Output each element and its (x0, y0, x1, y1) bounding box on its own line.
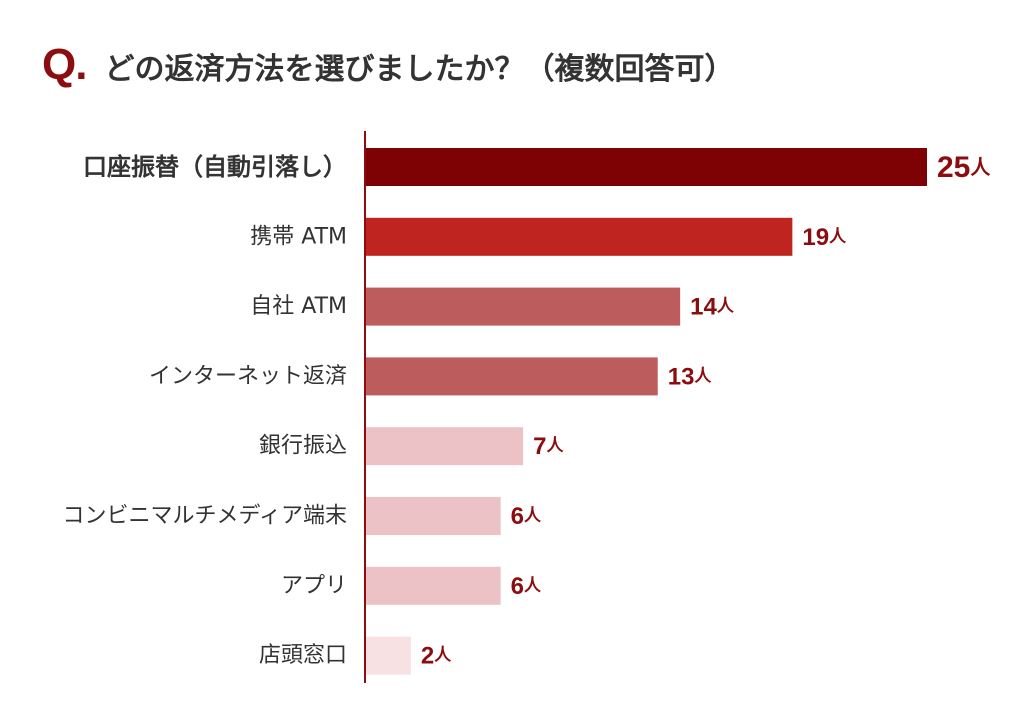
value-number: 6 (511, 572, 524, 599)
value-label: 6人 (511, 503, 542, 530)
value-number: 13 (668, 363, 695, 390)
value-label: 6人 (511, 572, 542, 599)
value-unit: 人 (717, 297, 735, 317)
category-label: インターネット返済 (149, 364, 347, 389)
value-label: 19人 (802, 223, 847, 250)
value-unit: 人 (434, 646, 452, 666)
value-label: 25人 (937, 151, 991, 184)
value-number: 19 (802, 223, 829, 250)
bar (366, 427, 524, 466)
category-label: 自社 ATM (250, 294, 347, 319)
value-unit: 人 (524, 506, 542, 526)
value-unit: 人 (546, 436, 564, 456)
category-label: コンビニマルチメディア端末 (63, 504, 347, 529)
category-label: 口座振替（自動引落し） (83, 153, 347, 181)
value-unit: 人 (524, 576, 542, 596)
category-label: アプリ (281, 573, 347, 598)
value-unit: 人 (694, 366, 712, 386)
value-label: 7人 (533, 433, 564, 460)
question-title: Q. どの返済方法を選びましたか？（複数回答可） (42, 40, 734, 90)
bar (366, 497, 501, 535)
bar (366, 357, 658, 396)
category-label: 携帯 ATM (250, 224, 347, 249)
bar (366, 636, 411, 675)
bar (366, 217, 793, 256)
value-number: 2 (421, 642, 434, 669)
value-number: 25 (937, 151, 970, 184)
category-label: 店頭窓口 (259, 643, 347, 668)
value-number: 14 (690, 293, 717, 320)
bar (366, 287, 681, 326)
value-label: 13人 (668, 363, 713, 390)
value-label: 14人 (690, 293, 735, 320)
bar (366, 566, 501, 605)
category-label: 銀行振込 (259, 434, 347, 459)
value-label: 2人 (421, 642, 452, 669)
question-text: どの返済方法を選びましたか？（複数回答可） (104, 52, 735, 87)
bar (366, 148, 927, 186)
value-unit: 人 (970, 155, 991, 179)
value-number: 7 (533, 433, 546, 460)
value-unit: 人 (829, 227, 847, 247)
question-prefix: Q. (42, 40, 87, 89)
value-number: 6 (511, 503, 524, 530)
